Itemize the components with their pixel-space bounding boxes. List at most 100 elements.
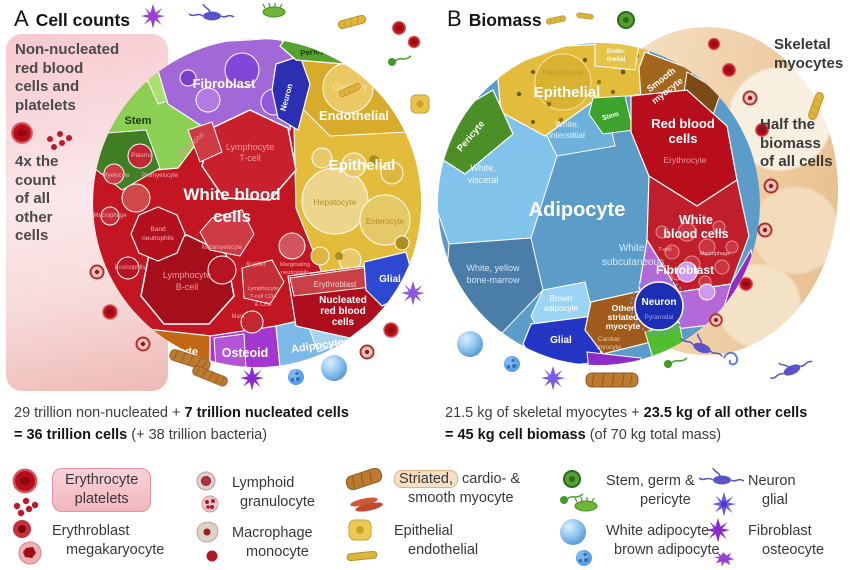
legend-line: smooth myocyte: [408, 490, 514, 506]
label-white-interstitial: White,: [555, 119, 579, 129]
label-red-blood-cells-b2: cells: [669, 131, 698, 146]
platelet-cluster-icon: [47, 131, 72, 150]
lymphoid-cell-icon: [742, 90, 758, 106]
label-lymphocyte-t: Lymphocyte: [226, 142, 274, 152]
stem-cell-icon: [617, 11, 635, 29]
legend-line: endothelial: [408, 542, 479, 558]
white-brown-adipocyte-icon: [560, 519, 592, 566]
note-4x-count: 4x the count of all other cells: [15, 153, 59, 244]
legend-line: platelets: [74, 491, 129, 507]
label-epithelial-a: Epithelial: [329, 157, 396, 174]
label-other-striated3: myocyte: [606, 321, 641, 331]
label-pyramidal: Pyramidal: [645, 314, 674, 321]
label-lymphocyte-b: Lymphocyte: [163, 270, 211, 280]
legend-line: megakaryocyte: [66, 542, 165, 558]
label-lymphocyte-tcd3: & CD8: [254, 302, 271, 308]
erythrocyte-platelets-icon: [12, 468, 39, 517]
legend-item-stem-germ-pericyte: Stem, germ & pericyte: [556, 468, 695, 518]
panel-a-title-text: Cell counts: [35, 10, 131, 30]
lymphoid-cell-icon: [709, 313, 723, 327]
erythrocyte-icon: [407, 35, 421, 49]
label-red-blood-cells-b: Red blood: [651, 116, 715, 131]
label-endothelial-b: Endo-: [607, 48, 625, 55]
white-blood-sub-cells: [100, 109, 306, 334]
legend-item-erythroblast-megakaryocyte: Erythroblast megakaryocyte: [8, 518, 164, 568]
caption-b-normal-2: (of 70 kg total mass): [589, 427, 722, 443]
label-other-striated2: striated: [608, 312, 639, 322]
label-tcell-b: T-cell: [658, 247, 671, 253]
label-lymphocyte-tcd2: T-cell CD4: [249, 294, 277, 300]
endothelial-rod-icon: [576, 12, 594, 20]
note-non-nucleated: Non-nucleated red blood cells and platel…: [15, 41, 120, 114]
label-lymphocyte-b2: B-cell: [176, 282, 199, 292]
label-white-subcutaneous: White,: [619, 243, 647, 254]
label-other-striated: Other: [612, 303, 635, 313]
legend-label: Lymphoid granulocyte: [232, 470, 315, 512]
epithelial-cell-icon: [410, 94, 430, 114]
region-pericyte-b: [438, 89, 514, 175]
label-macrophage-a: Macrophage: [93, 213, 127, 219]
legend-line: Erythrocyte: [65, 472, 139, 488]
bacteria-icon: [723, 351, 739, 366]
legend-label: Stem, germ & pericyte: [606, 468, 695, 510]
osteocyte-icon: [141, 4, 165, 29]
endothelial-rod-icon: [336, 14, 368, 30]
erythrocyte-icon: [739, 277, 753, 291]
label-macrophage-b: Macrophage: [700, 251, 731, 257]
legend-line: Epithelial: [394, 523, 453, 539]
label-epithelial-b: Epithelial: [534, 84, 601, 101]
caption-a-bold-1: 7 trillion nucleated cells: [184, 405, 349, 421]
label-white-interstitial2: interstitial: [549, 130, 585, 140]
legend-line: pericyte: [640, 492, 691, 508]
label-nucleated-rbc2: red blood: [320, 306, 366, 317]
caption-b-bold-2: = 45 kg cell biomass: [445, 427, 590, 443]
legend-item-neuron-glial: Neuron glial: [698, 468, 796, 518]
label-eosinophils: Eosinophils: [115, 265, 146, 271]
germ-cell-icon: [663, 357, 688, 369]
label-white-blood-cells-a2: cells: [213, 207, 251, 226]
endothelial-rod-icon: [545, 14, 567, 26]
legend-label: Macrophage monocyte: [232, 520, 313, 562]
label-marginating: Marginating: [280, 262, 310, 268]
legend-highlight: Striated,: [394, 470, 458, 488]
lymphoid-cell-icon: [359, 344, 375, 360]
caption-biomass: 21.5 kg of skeletal myocytes + 23.5 kg o…: [445, 402, 845, 446]
label-cardiac-myocyte: Cardiac: [598, 336, 621, 343]
legend-line: granulocyte: [240, 494, 315, 510]
label-white-visceral: White,: [470, 163, 496, 173]
legend-item-fibroblast-osteocyte: Fibroblast osteocyte: [698, 518, 824, 570]
caption-cell-counts: 29 trillion non-nucleated + 7 trillion n…: [14, 402, 424, 446]
label-white-blood-cells-b: White: [679, 213, 713, 227]
caption-a-normal-2: (+ 38 trillion bacteria): [131, 427, 268, 443]
glial-icon: [401, 281, 425, 306]
erythroblast-megakaryocyte-icon: [13, 520, 42, 565]
brown-adipocyte-icon: [504, 356, 520, 372]
caption-a-normal-1: 29 trillion non-nucleated +: [14, 405, 185, 421]
label-metamyelocyte: Metamyelocyte: [202, 245, 243, 251]
legend-line: glial: [762, 492, 788, 508]
region-stem-b: [588, 95, 634, 135]
label-brown-adipocyte: Brown: [550, 294, 573, 303]
caption-b-bold-1: 23.5 kg of all other cells: [643, 405, 808, 421]
label-myelocyte: Myelocyte: [102, 173, 130, 179]
legend-item-epithelial-endothelial: Epithelial endothelial: [340, 518, 478, 568]
region-neuron-b: [630, 277, 688, 335]
label-white-blood-cells-b2: blood cells: [663, 227, 728, 241]
label-white-subcutaneous2: subcutaneous: [602, 257, 664, 268]
region-purple-bottom-b: [586, 351, 642, 365]
label-brown-adipocyte2: adipocyte: [544, 304, 579, 313]
label-fibroblast-a: Fibroblast: [193, 76, 257, 91]
note-skeletal-myocytes: Skeletal myocytes: [774, 36, 844, 72]
legend-line: Stem, germ &: [606, 473, 695, 489]
label-plasma: Plasma: [131, 152, 153, 159]
legend-line: Erythroblast: [52, 523, 130, 539]
legend-line: Fibroblast: [748, 523, 812, 539]
striated-smooth-myocyte-icon: [345, 467, 383, 512]
panel-b-title-text: Biomass: [468, 10, 542, 30]
striated-myocyte-icon: [585, 372, 639, 388]
legend-item-white-brown-adipocyte: White adipocyte brown adipocyte: [556, 518, 720, 570]
legend-line: Macrophage: [232, 525, 313, 541]
neuron-glial-icon: [698, 468, 744, 517]
label-kupffer: Kupffer: [246, 262, 265, 268]
label-glial-b: Glial: [550, 335, 572, 346]
